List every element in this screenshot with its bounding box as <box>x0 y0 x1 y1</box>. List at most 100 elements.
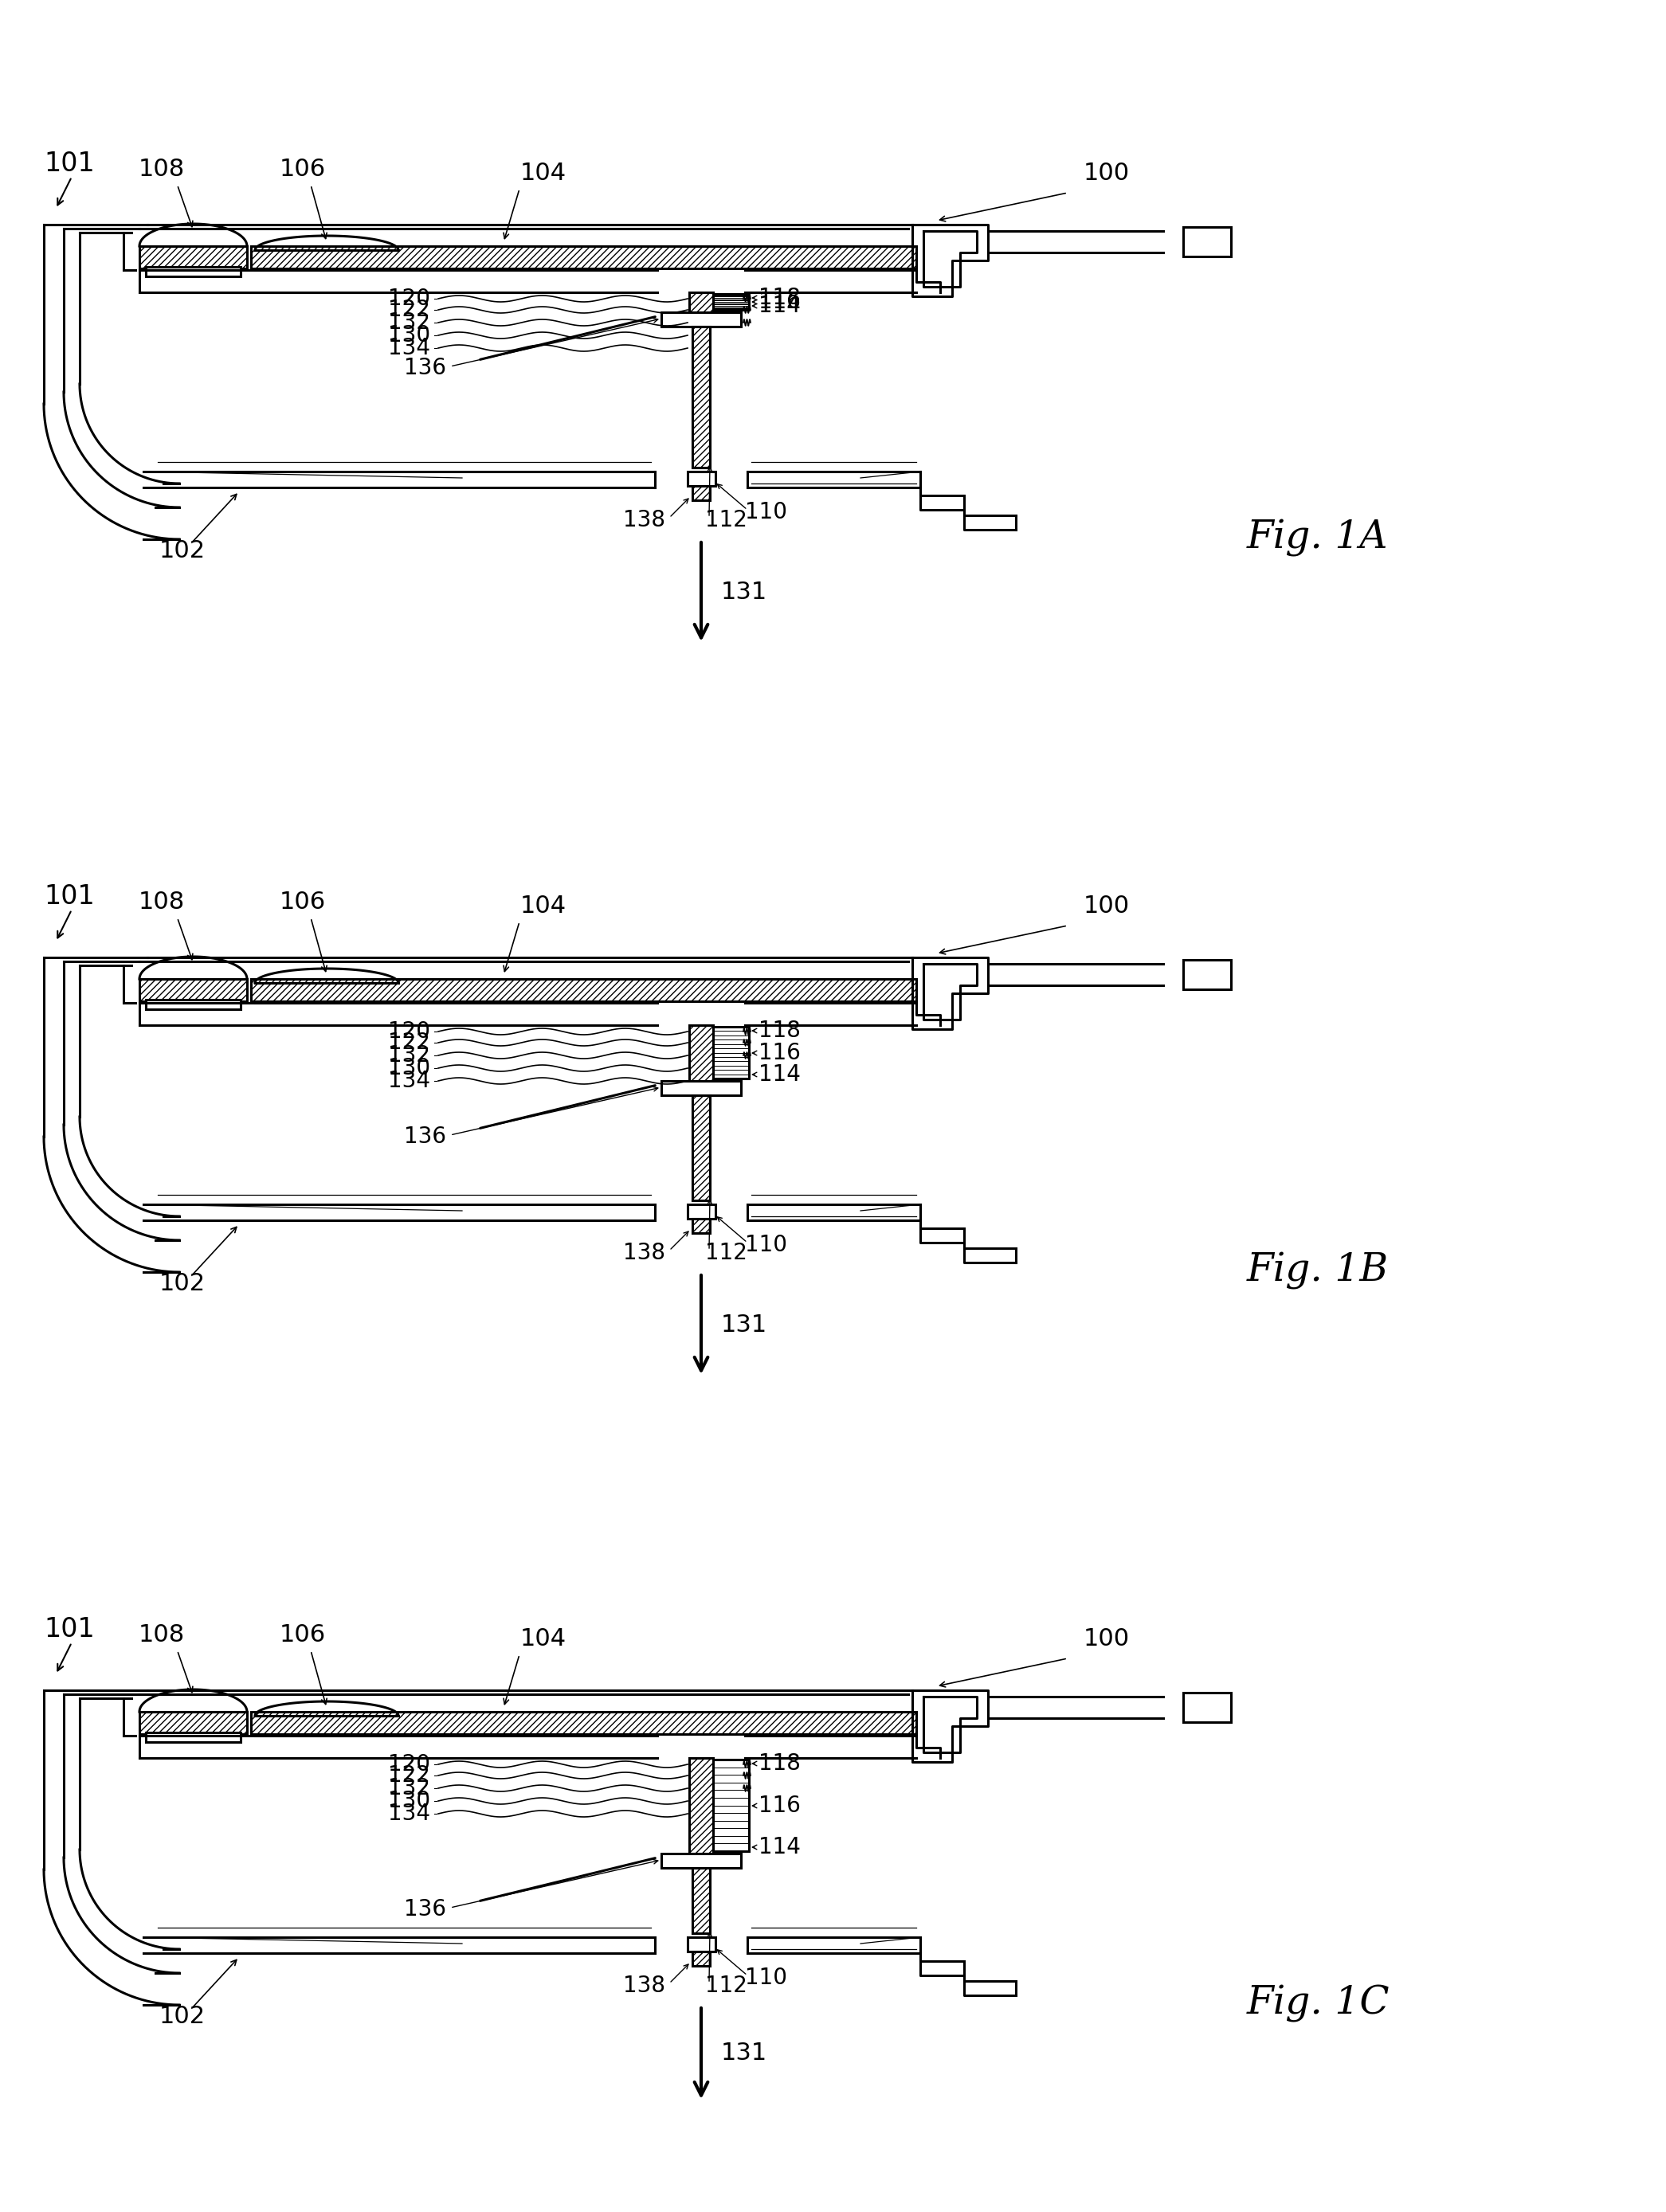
Text: 100: 100 <box>1083 894 1130 918</box>
Bar <box>690 1024 713 1082</box>
Text: 131: 131 <box>721 1314 768 1336</box>
Text: 136: 136 <box>403 356 446 378</box>
Text: 106: 106 <box>280 157 327 181</box>
Text: 101: 101 <box>43 1617 95 1644</box>
Text: 110: 110 <box>745 502 788 524</box>
Text: 110: 110 <box>745 1234 788 1256</box>
Text: 131: 131 <box>721 2042 768 2066</box>
Bar <box>713 294 750 310</box>
Bar <box>693 1095 710 1201</box>
Bar <box>693 327 710 467</box>
Text: 100: 100 <box>1083 1628 1130 1650</box>
Text: 106: 106 <box>280 1624 327 1646</box>
Text: 104: 104 <box>520 1628 566 1650</box>
Bar <box>693 1867 710 1933</box>
Text: 114: 114 <box>758 1836 801 1858</box>
Text: 108: 108 <box>138 891 185 914</box>
Text: 116: 116 <box>758 1042 801 1064</box>
Bar <box>252 246 916 268</box>
Bar <box>693 487 710 500</box>
Text: 114: 114 <box>758 294 801 316</box>
Bar <box>255 982 398 1002</box>
Bar <box>1183 228 1231 257</box>
Bar <box>693 1219 710 1232</box>
Bar <box>661 1854 741 1867</box>
Text: 101: 101 <box>43 883 95 909</box>
Bar <box>661 1082 741 1095</box>
Bar <box>147 1732 240 1743</box>
Bar <box>690 1759 713 1854</box>
Text: 122: 122 <box>388 1031 430 1053</box>
Bar <box>140 980 247 1002</box>
Text: 130: 130 <box>388 1057 430 1079</box>
Bar <box>713 1026 750 1079</box>
Text: 102: 102 <box>160 2006 205 2028</box>
Bar <box>693 1095 710 1201</box>
Bar <box>252 1712 916 1734</box>
Bar <box>252 246 916 268</box>
Text: Fig. 1B: Fig. 1B <box>1246 1252 1389 1290</box>
Text: 100: 100 <box>1083 161 1130 186</box>
Text: 120: 120 <box>388 1020 430 1042</box>
Bar <box>688 471 715 487</box>
Bar <box>688 1938 715 1951</box>
Text: 118: 118 <box>758 288 801 310</box>
Text: 102: 102 <box>160 1272 205 1296</box>
Text: 131: 131 <box>721 580 768 604</box>
Text: 122: 122 <box>388 1765 430 1787</box>
Bar <box>140 980 247 1002</box>
Text: 136: 136 <box>403 1126 446 1148</box>
Text: 134: 134 <box>388 336 430 358</box>
Text: 120: 120 <box>388 288 430 310</box>
Bar <box>661 312 741 327</box>
Text: 108: 108 <box>138 1624 185 1646</box>
Text: 108: 108 <box>138 157 185 181</box>
Text: 130: 130 <box>388 1790 430 1812</box>
Bar <box>252 1712 916 1734</box>
Bar <box>255 1717 398 1736</box>
Bar <box>690 1024 713 1082</box>
Bar <box>688 1203 715 1219</box>
Text: 120: 120 <box>388 1754 430 1776</box>
Text: Fig. 1C: Fig. 1C <box>1246 1984 1389 2022</box>
Text: 118: 118 <box>758 1752 801 1774</box>
Bar <box>690 292 713 312</box>
Text: 110: 110 <box>745 1966 788 1989</box>
Text: 116: 116 <box>758 290 801 314</box>
Text: 102: 102 <box>160 540 205 562</box>
Bar <box>140 1712 247 1734</box>
Text: 134: 134 <box>388 1803 430 1825</box>
Bar <box>255 982 398 1002</box>
Text: 104: 104 <box>520 161 566 186</box>
Bar <box>693 1867 710 1933</box>
Bar <box>693 1219 710 1232</box>
Bar <box>140 1712 247 1734</box>
Text: 136: 136 <box>403 1898 446 1920</box>
Text: 138: 138 <box>623 509 665 531</box>
Text: 132: 132 <box>388 312 430 334</box>
Bar <box>690 292 713 312</box>
Text: 130: 130 <box>388 325 430 347</box>
Text: 112: 112 <box>705 509 748 531</box>
Text: 116: 116 <box>758 1794 801 1816</box>
Bar <box>255 1717 398 1736</box>
Bar <box>255 250 398 270</box>
Bar <box>693 327 710 467</box>
Bar <box>147 1000 240 1009</box>
Bar <box>147 268 240 276</box>
Bar <box>693 1867 710 1933</box>
Text: 112: 112 <box>705 1241 748 1263</box>
Text: Fig. 1A: Fig. 1A <box>1246 520 1388 557</box>
Bar <box>252 980 916 1002</box>
Bar <box>140 246 247 268</box>
Bar <box>252 980 916 1002</box>
Text: 104: 104 <box>520 894 566 918</box>
Text: 132: 132 <box>388 1044 430 1066</box>
Text: 106: 106 <box>280 891 327 914</box>
Bar <box>690 1759 713 1854</box>
Bar <box>1183 1692 1231 1723</box>
Bar <box>693 1951 710 1966</box>
Text: 112: 112 <box>705 1975 748 1997</box>
Text: 138: 138 <box>623 1241 665 1263</box>
Text: 114: 114 <box>758 1064 801 1086</box>
